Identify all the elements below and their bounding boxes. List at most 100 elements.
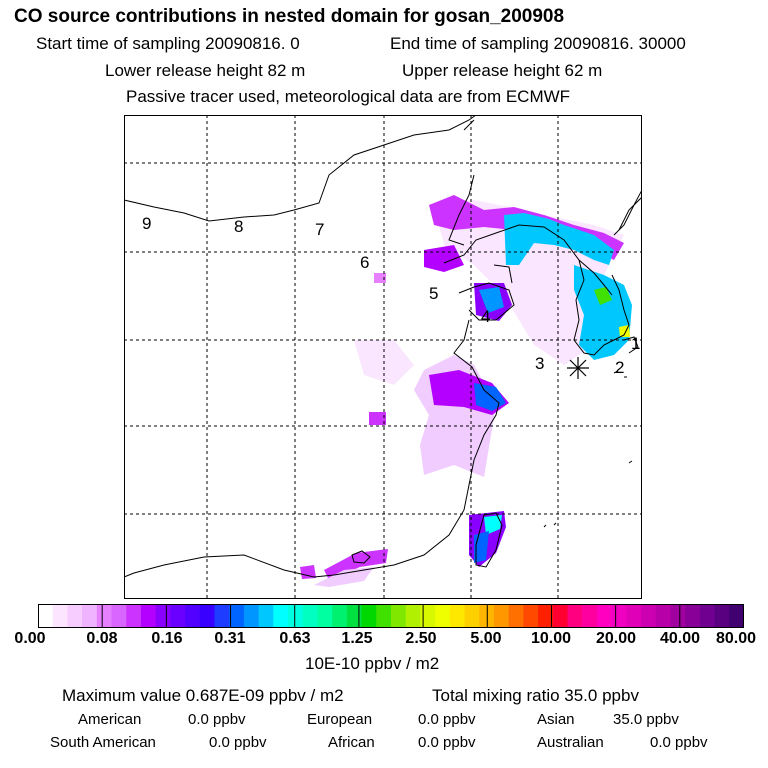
colorbar-swatch (229, 604, 245, 628)
end-time-label: End time of sampling 20090816. 30000 (390, 34, 686, 53)
region-value: 0.0 ppbv (418, 711, 476, 728)
colorbar-swatch (641, 604, 657, 628)
region-value: 0.0 ppbv (188, 711, 246, 728)
colorbar-swatch (714, 604, 730, 628)
region-value: 35.0 ppbv (613, 711, 679, 728)
colorbar-swatch (38, 604, 54, 628)
colorbar-swatch (464, 604, 480, 628)
map-panel: 9 8 7 6 5 4 3 2 1 (124, 115, 642, 599)
source-region-labels: 9 8 7 6 5 4 3 2 1 (142, 214, 640, 377)
region-value: 0.0 ppbv (209, 734, 267, 751)
colorbar-swatch (538, 604, 554, 628)
colorbar-tick: 1.25 (341, 630, 373, 647)
plume-blue-c (474, 383, 506, 411)
colorbar-swatch (596, 604, 613, 628)
colorbar-swatch (449, 604, 466, 628)
region-label: 2 (615, 358, 624, 377)
receptor-asterisk-icon (567, 357, 589, 379)
colorbar-tick: 0.31 (214, 630, 246, 647)
region-name: South American (50, 734, 156, 751)
colorbar-tick: 20.00 (595, 630, 637, 647)
colorbar-swatch (493, 604, 510, 628)
region-value: 0.0 ppbv (650, 734, 708, 751)
colorbar-swatch (552, 604, 568, 628)
colorbar (38, 604, 744, 628)
region-label: 5 (429, 284, 438, 303)
japan-kyushu (623, 336, 639, 354)
colorbar-swatch (96, 604, 113, 628)
colorbar-swatch (288, 604, 304, 628)
colorbar-tick: 0.00 (14, 630, 46, 647)
colorbar-swatch (317, 604, 333, 628)
colorbar-tick: 5.00 (470, 630, 502, 647)
colorbar-swatch (523, 604, 539, 628)
plot-title: CO source contributions in nested domain… (14, 6, 565, 27)
colorbar-swatch (126, 604, 142, 628)
colorbar-tick: 80.00 (715, 630, 757, 647)
plume-blue-d (479, 287, 504, 313)
colorbar-swatch (67, 604, 83, 628)
region-value: 0.0 ppbv (418, 734, 476, 751)
colorbar-border (38, 604, 744, 628)
colorbar-swatch (670, 604, 686, 628)
region-name: Australian (537, 734, 604, 751)
colorbar-swatch (685, 604, 701, 628)
plume-cyan-e (574, 265, 632, 360)
lower-height-label: Lower release height 82 m (105, 61, 306, 80)
colorbar-swatch (655, 604, 671, 628)
colorbar-tick: 0.63 (279, 630, 311, 647)
region-name: European (307, 711, 373, 728)
plume-violet-b (369, 412, 386, 425)
plume-sw-light (314, 567, 374, 587)
total-mixing-ratio-label: Total mixing ratio 35.0 ppbv (432, 686, 639, 705)
colorbar-swatch (170, 604, 186, 628)
colorbar-swatch (361, 604, 377, 628)
colorbar-swatch (376, 604, 392, 628)
region-name: Asian (537, 711, 575, 728)
start-time-label: Start time of sampling 20090816. 0 (36, 34, 300, 53)
colorbar-swatch (185, 604, 201, 628)
border-east (448, 119, 475, 246)
colorbar-swatch (508, 604, 524, 628)
colorbar-tick: 0.08 (86, 630, 118, 647)
shandong-coast (458, 282, 515, 321)
colorbar-swatch (729, 604, 744, 628)
region-label: 8 (234, 217, 243, 236)
concentration-field (300, 195, 632, 587)
lat-lon-grid (124, 115, 642, 599)
colorbar-swatch (435, 604, 451, 628)
colorbar-swatch (420, 604, 436, 628)
colorbar-swatch (111, 604, 127, 628)
region-label: 7 (315, 220, 324, 239)
region-label: 4 (481, 307, 490, 326)
region-label: 6 (360, 253, 369, 272)
colorbar-swatch (199, 604, 215, 628)
colorbar-swatch (52, 604, 68, 628)
colorbar-tick: 0.16 (151, 630, 183, 647)
ryukyu-islands (543, 370, 633, 528)
colorbar-swatch (243, 604, 260, 628)
northern-border (124, 115, 477, 222)
region-label: 9 (142, 214, 151, 233)
coastlines (124, 115, 642, 578)
colorbar-swatch (582, 604, 598, 628)
colorbar-swatch (140, 604, 157, 628)
colorbar-tick: 40.00 (659, 630, 701, 647)
colorbar-swatch (567, 604, 583, 628)
colorbar-swatch (273, 604, 289, 628)
colorbar-tick: 2.50 (405, 630, 437, 647)
hainan (351, 550, 371, 564)
colorbar-swatch (82, 604, 98, 628)
colorbar-swatch (699, 604, 716, 628)
colorbar-swatch (626, 604, 642, 628)
region-label: 1 (631, 334, 640, 353)
bohai-coast (443, 224, 613, 296)
colorbar-swatch (214, 604, 230, 628)
plume-green (594, 287, 612, 305)
colorbar-tick: 10.00 (530, 630, 572, 647)
bohai-inner (493, 264, 513, 284)
taiwan (475, 512, 503, 568)
colorbar-swatch (611, 604, 627, 628)
korea-border (618, 196, 642, 231)
colorbar-swatch (391, 604, 407, 628)
